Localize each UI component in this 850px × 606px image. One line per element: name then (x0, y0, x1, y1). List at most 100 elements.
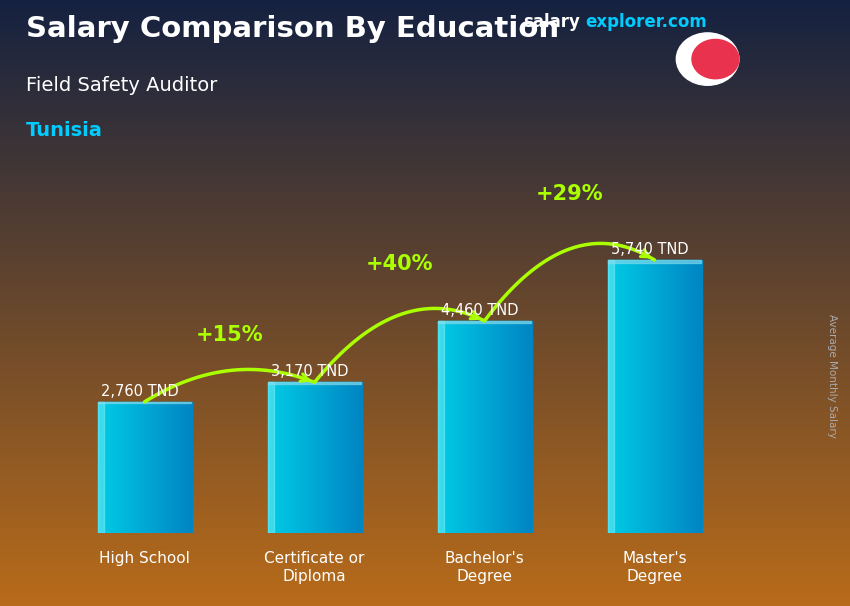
Bar (0, 542, 850, 544)
Bar (105, 402, 108, 533)
Bar (190, 402, 192, 533)
Bar (0, 303, 850, 305)
Bar (0, 485, 850, 488)
Bar (274, 382, 276, 533)
Bar (0, 149, 850, 152)
Bar (339, 382, 342, 533)
Bar (615, 260, 618, 533)
Bar (0, 213, 850, 215)
Bar (0, 315, 850, 317)
Bar (0, 514, 850, 516)
Bar (0, 68, 850, 71)
Bar (167, 402, 170, 533)
Bar (0, 253, 850, 256)
Bar (157, 402, 159, 533)
Bar (0, 289, 850, 291)
Bar (625, 260, 627, 533)
Bar (115, 402, 117, 533)
Bar (642, 260, 644, 533)
Bar (0, 215, 850, 218)
Bar (0, 161, 850, 164)
Bar (291, 382, 293, 533)
Bar (608, 260, 615, 533)
Bar (0, 251, 850, 253)
Bar (0, 175, 850, 178)
Bar (0, 244, 850, 246)
Bar (0, 10, 850, 12)
Bar (355, 382, 357, 533)
Bar (0, 12, 850, 14)
Bar (638, 260, 639, 533)
Bar (472, 321, 474, 533)
Bar (0, 445, 850, 447)
Bar (0, 464, 850, 467)
Bar (352, 382, 354, 533)
Bar (0, 570, 850, 573)
Bar (688, 260, 691, 533)
Bar (0, 222, 850, 225)
Bar (0, 81, 850, 83)
Bar (360, 382, 362, 533)
Bar (337, 382, 338, 533)
Bar (0, 135, 850, 138)
Bar (0, 319, 850, 322)
Bar (0, 523, 850, 525)
Bar (497, 321, 499, 533)
Bar (269, 382, 271, 533)
Bar (0, 492, 850, 494)
Bar (0, 587, 850, 590)
Bar (462, 321, 465, 533)
Text: +29%: +29% (536, 184, 604, 204)
Bar (328, 382, 331, 533)
Bar (141, 402, 144, 533)
Bar (0, 483, 850, 485)
Bar (452, 321, 454, 533)
Bar (173, 402, 174, 533)
Bar (0, 139, 850, 142)
Text: +40%: +40% (366, 255, 434, 275)
Bar (0, 561, 850, 564)
Bar (0, 339, 850, 341)
Bar (639, 260, 641, 533)
Bar (0, 118, 850, 121)
Bar (692, 260, 694, 533)
Bar (500, 321, 502, 533)
Bar (0, 507, 850, 509)
Bar (666, 260, 667, 533)
Bar (307, 382, 309, 533)
Bar (116, 402, 118, 533)
Bar (442, 321, 445, 533)
Bar (690, 260, 693, 533)
Bar (0, 388, 850, 391)
Bar (0, 441, 850, 442)
Bar (0, 575, 850, 578)
Bar (144, 402, 146, 533)
Bar (286, 382, 288, 533)
Bar (139, 402, 140, 533)
Bar (0, 90, 850, 92)
Bar (0, 327, 850, 329)
Bar (0, 256, 850, 258)
Bar (0, 379, 850, 381)
Bar (630, 260, 632, 533)
Text: salary: salary (523, 13, 580, 32)
Bar (0, 499, 850, 502)
Bar (505, 321, 507, 533)
Bar (0, 73, 850, 76)
Bar (528, 321, 530, 533)
Bar (0, 55, 850, 57)
Bar (0, 421, 850, 424)
Bar (0, 573, 850, 575)
Bar (471, 321, 473, 533)
Bar (0, 156, 850, 159)
Bar (0, 83, 850, 85)
Bar (0, 66, 850, 68)
Bar (330, 382, 332, 533)
Bar (475, 321, 477, 533)
Bar (0, 168, 850, 170)
Bar (0, 64, 850, 66)
Bar (496, 321, 497, 533)
Bar (0, 341, 850, 343)
Bar (621, 260, 624, 533)
Bar (667, 260, 669, 533)
